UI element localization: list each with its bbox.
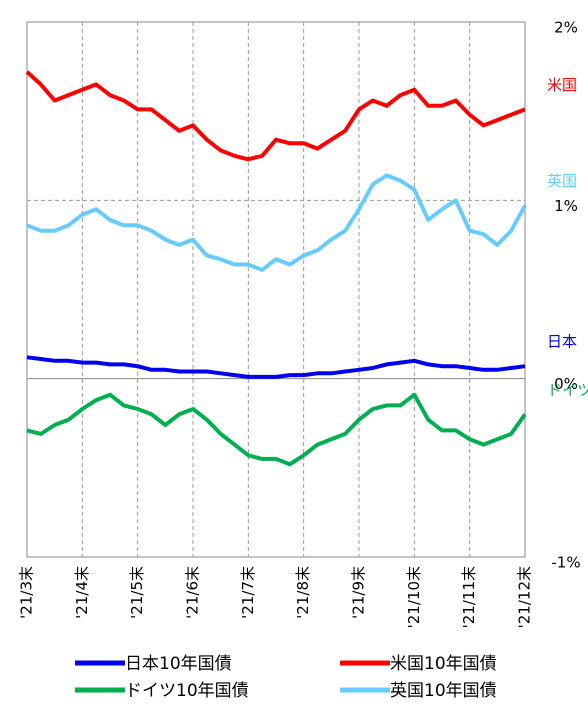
x-tick-label: '21/12末 <box>516 566 534 628</box>
x-tick-label: '21/7末 <box>239 566 257 619</box>
y-tick-label: 2% <box>554 19 578 37</box>
x-tick-label: '21/6末 <box>184 566 202 619</box>
series-end-label: ドイツ <box>547 381 588 399</box>
series-line <box>26 355 526 379</box>
series-end-label: 英国 <box>547 172 577 190</box>
x-tick-label: '21/11末 <box>460 566 478 628</box>
x-tick-label: '21/3末 <box>18 566 36 619</box>
y-tick-label: -1% <box>551 554 580 572</box>
series-end-label: 米国 <box>547 76 577 94</box>
legend-label: 米国10年国債 <box>390 654 497 674</box>
legend-label: ドイツ10年国債 <box>125 681 249 701</box>
x-tick-label: '21/9末 <box>350 566 368 619</box>
series-line <box>26 173 527 272</box>
x-tick-label: '21/4末 <box>73 566 91 619</box>
series-line <box>26 392 527 467</box>
x-tick-label: '21/10末 <box>405 566 423 628</box>
plot-frame <box>26 21 526 558</box>
x-tick-label: '21/5末 <box>128 566 146 619</box>
series-line <box>25 70 526 162</box>
legend-label: 日本10年国債 <box>125 654 232 674</box>
y-tick-label: 0% <box>554 375 578 393</box>
x-tick-label: '21/8末 <box>294 566 312 619</box>
y-tick-label: 1% <box>554 197 578 215</box>
series-end-label: 日本 <box>547 333 577 351</box>
legend-label: 英国10年国債 <box>390 681 497 701</box>
